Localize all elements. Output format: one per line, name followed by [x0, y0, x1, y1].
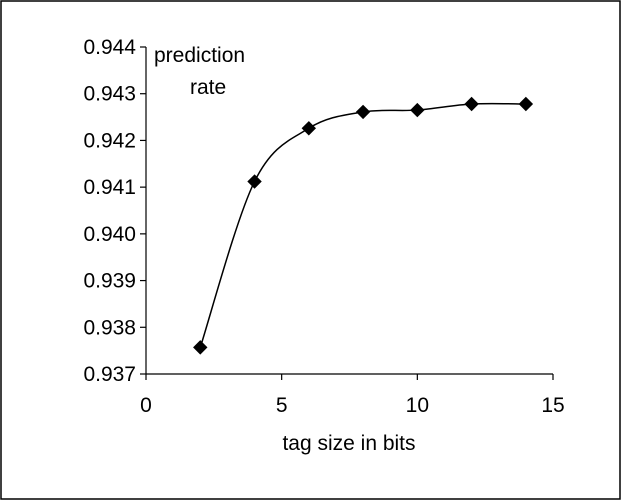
x-tick-label: 0	[140, 394, 152, 417]
y-tick-label: 0.942	[83, 129, 136, 152]
data-point-marker	[247, 174, 262, 189]
x-axis: 0 5 10 15	[140, 373, 565, 417]
y-tick-label: 0.944	[83, 36, 136, 59]
y-tick-label: 0.943	[83, 83, 136, 106]
series	[193, 96, 534, 355]
y-axis-ticks: 0.937 0.938 0.939 0.940 0.941 0.942 0.943 0.944	[83, 36, 146, 386]
y-axis: 0.937 0.938 0.939 0.940 0.941 0.942 0.943 0.944	[83, 36, 147, 386]
annotation-line-1: prediction	[154, 44, 245, 67]
y-tick-label: 0.941	[83, 176, 136, 199]
data-point-marker	[193, 340, 208, 355]
x-tick-label: 15	[541, 394, 564, 417]
x-tick-label: 10	[406, 394, 429, 417]
data-point-marker	[301, 121, 317, 136]
y-tick-label: 0.938	[83, 316, 136, 339]
data-point-marker	[518, 96, 534, 112]
annotation-line-2: rate	[190, 76, 226, 99]
x-tick-label: 5	[276, 394, 288, 417]
y-tick-label: 0.940	[83, 223, 136, 246]
y-tick-label: 0.939	[83, 270, 136, 293]
x-axis-label: tag size in bits	[282, 432, 415, 455]
x-axis-ticks: 0 5 10 15	[140, 374, 565, 417]
data-point-marker	[410, 102, 425, 118]
data-point-marker	[464, 96, 479, 112]
y-tick-label: 0.937	[83, 363, 136, 386]
data-point-marker	[355, 104, 371, 120]
